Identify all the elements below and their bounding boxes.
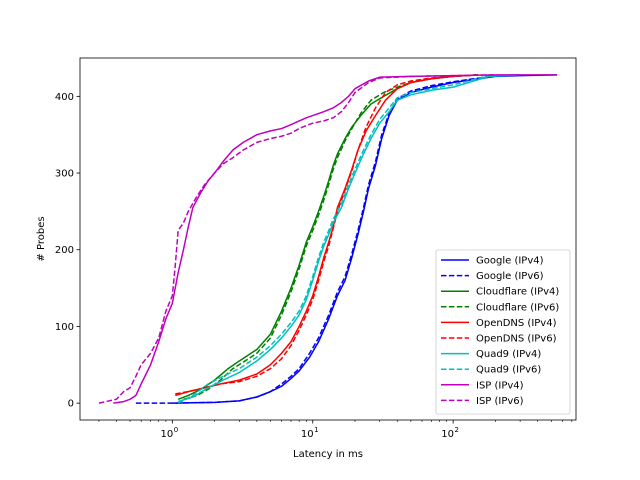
x-tick-label: 102: [441, 426, 459, 440]
series-line-1: [135, 74, 521, 404]
series-line-2: [177, 74, 478, 400]
y-axis-label: # Probes: [36, 216, 47, 261]
y-tick-label: 300: [55, 169, 74, 180]
series-line-7: [177, 74, 521, 404]
x-axis-label: Latency in ms: [293, 449, 363, 460]
series-line-8: [113, 74, 558, 404]
y-tick-label: 200: [55, 245, 74, 256]
x-tick-label: 101: [301, 426, 319, 440]
x-axis-ticks: 100 101 102: [98, 420, 573, 440]
plot-area: [98, 74, 558, 404]
x-tick-exponent: 1: [314, 426, 318, 434]
series-line-0: [172, 74, 558, 404]
y-tick-label: 400: [55, 92, 74, 103]
legend-box: [435, 249, 571, 415]
legend-label: Quad9 (IPv4): [476, 349, 541, 360]
y-tick-label: 0: [68, 399, 74, 410]
series-line-6: [177, 74, 521, 403]
legend-label: ISP (IPv4): [476, 380, 524, 391]
y-tick-label: 100: [55, 322, 74, 333]
legend-label: Cloudflare (IPv4): [476, 287, 559, 298]
series-layer: [98, 74, 558, 404]
y-axis-ticks: 0 100 200 300 400: [55, 92, 80, 410]
legend-label: Google (IPv6): [476, 271, 544, 282]
legend-label: ISP (IPv6): [476, 396, 524, 407]
x-tick-label: 100: [160, 426, 178, 440]
series-line-9: [98, 74, 496, 404]
x-tick-exponent: 2: [455, 426, 459, 434]
series-line-4: [175, 74, 478, 397]
x-tick-exponent: 0: [174, 426, 178, 434]
legend-label: OpenDNS (IPv6): [476, 334, 557, 345]
legend: Google (IPv4) Google (IPv6) Cloudflare (IP…: [435, 249, 571, 415]
legend-label: Cloudflare (IPv6): [476, 302, 559, 313]
series-line-5: [175, 74, 478, 395]
legend-label: Quad9 (IPv6): [476, 365, 541, 376]
legend-label: OpenDNS (IPv4): [476, 318, 557, 329]
axes-frame: [79, 57, 577, 421]
legend-label: Google (IPv4): [476, 256, 544, 267]
